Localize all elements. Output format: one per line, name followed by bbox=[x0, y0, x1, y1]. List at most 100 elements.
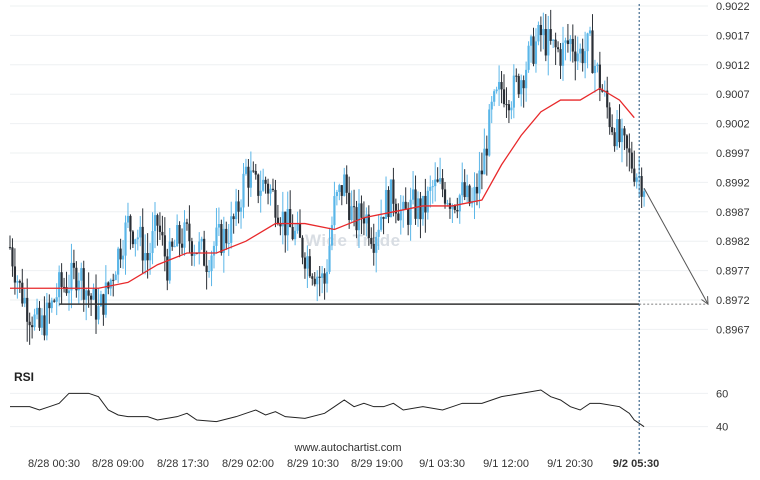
candle-body bbox=[139, 226, 142, 238]
candle-body bbox=[126, 215, 130, 223]
candle-body bbox=[355, 207, 358, 231]
candle-body bbox=[163, 235, 166, 257]
candle-body bbox=[31, 325, 34, 328]
candle-body bbox=[124, 222, 127, 256]
candle-body bbox=[443, 189, 447, 204]
candle-body bbox=[549, 29, 552, 41]
y-tick-label: 0.9012 bbox=[716, 60, 750, 72]
candle-body bbox=[225, 228, 228, 244]
candle-body bbox=[70, 262, 73, 291]
candle-body bbox=[340, 185, 343, 196]
candle-body bbox=[515, 75, 518, 77]
y-tick-label: 0.8987 bbox=[716, 207, 750, 219]
candle-body bbox=[148, 253, 152, 261]
candle-body bbox=[220, 224, 223, 253]
candle-body bbox=[579, 48, 582, 54]
candle-body bbox=[394, 203, 397, 214]
candle-body bbox=[485, 148, 488, 156]
watermark: Wide Trade bbox=[305, 231, 401, 250]
candle-body bbox=[21, 282, 24, 304]
candle-body bbox=[104, 282, 107, 315]
candle-body bbox=[507, 104, 511, 111]
x-tick-label: 9/2 05:30 bbox=[613, 458, 659, 470]
candle-body bbox=[75, 267, 78, 291]
candle-body bbox=[611, 127, 614, 133]
candle-body bbox=[389, 179, 393, 218]
candle-body bbox=[345, 174, 348, 193]
candle-body bbox=[608, 107, 611, 128]
candle-body bbox=[426, 190, 429, 213]
candle-body bbox=[416, 198, 420, 219]
candle-body bbox=[281, 211, 284, 227]
candle-body bbox=[586, 33, 589, 52]
candle-body bbox=[316, 276, 319, 285]
candle-body bbox=[404, 201, 407, 209]
candle-body bbox=[350, 206, 353, 221]
candle-body bbox=[90, 295, 93, 300]
candle-body bbox=[53, 300, 56, 302]
candle-body bbox=[313, 278, 316, 285]
candle-body bbox=[65, 287, 68, 294]
candle-body bbox=[466, 185, 469, 198]
candle-body bbox=[473, 186, 476, 202]
y-tick-label: 0.8967 bbox=[716, 324, 750, 336]
candle-body bbox=[146, 253, 149, 261]
candle-body bbox=[151, 231, 154, 254]
candle-body bbox=[387, 189, 390, 218]
candle-body bbox=[131, 231, 134, 245]
candle-body bbox=[510, 107, 513, 111]
candle-body bbox=[561, 42, 565, 66]
candle-body bbox=[370, 237, 373, 244]
candle-body bbox=[478, 170, 481, 194]
candle-body bbox=[411, 189, 415, 200]
candle-body bbox=[23, 297, 26, 304]
candle-body bbox=[333, 196, 336, 226]
candle-body bbox=[249, 170, 252, 188]
rsi-tick-label: 40 bbox=[716, 422, 728, 434]
candle-body bbox=[623, 128, 626, 136]
y-axis-ticks: 0.9022 0.9017 0.9012 0.9007 0.9002 0.8997 0.89… bbox=[716, 1, 750, 336]
candle-body bbox=[534, 41, 538, 64]
candle-body bbox=[242, 173, 245, 208]
source-label: www.autochartist.com bbox=[294, 442, 402, 454]
candle-body bbox=[554, 39, 557, 48]
candle-body bbox=[461, 182, 464, 196]
candle-body bbox=[552, 39, 555, 41]
candle-body bbox=[311, 276, 314, 279]
candle-body bbox=[232, 216, 235, 220]
candle-body bbox=[598, 64, 601, 90]
candle-body bbox=[502, 89, 506, 105]
x-tick-label: 8/29 02:00 bbox=[222, 458, 274, 470]
candle-body bbox=[190, 241, 193, 256]
candle-body bbox=[475, 186, 479, 194]
candle-body bbox=[628, 148, 631, 153]
candle-body bbox=[144, 253, 147, 261]
candle-body bbox=[293, 230, 297, 240]
candle-body bbox=[402, 201, 405, 210]
candle-body bbox=[97, 306, 100, 320]
candle-body bbox=[119, 248, 122, 260]
candle-body bbox=[377, 229, 380, 237]
candle-body bbox=[28, 321, 31, 326]
candle-body bbox=[176, 225, 179, 247]
candle-body bbox=[367, 214, 370, 238]
candle-body bbox=[269, 188, 272, 194]
candle-body bbox=[247, 166, 250, 188]
candle-body bbox=[87, 290, 90, 296]
candle-body bbox=[134, 239, 137, 245]
candle-body bbox=[254, 171, 257, 175]
candle-body bbox=[593, 65, 597, 74]
candle-body bbox=[429, 186, 432, 191]
candle-body bbox=[323, 273, 326, 284]
candle-body bbox=[8, 247, 12, 249]
candle-body bbox=[517, 76, 520, 95]
candle-body bbox=[35, 307, 39, 315]
x-tick-label: 8/28 09:00 bbox=[92, 458, 144, 470]
candle-body bbox=[107, 282, 110, 289]
candle-body bbox=[291, 226, 294, 240]
grid bbox=[10, 5, 708, 428]
candle-body bbox=[463, 182, 466, 198]
candle-body bbox=[156, 215, 159, 226]
candle-body bbox=[446, 203, 449, 205]
